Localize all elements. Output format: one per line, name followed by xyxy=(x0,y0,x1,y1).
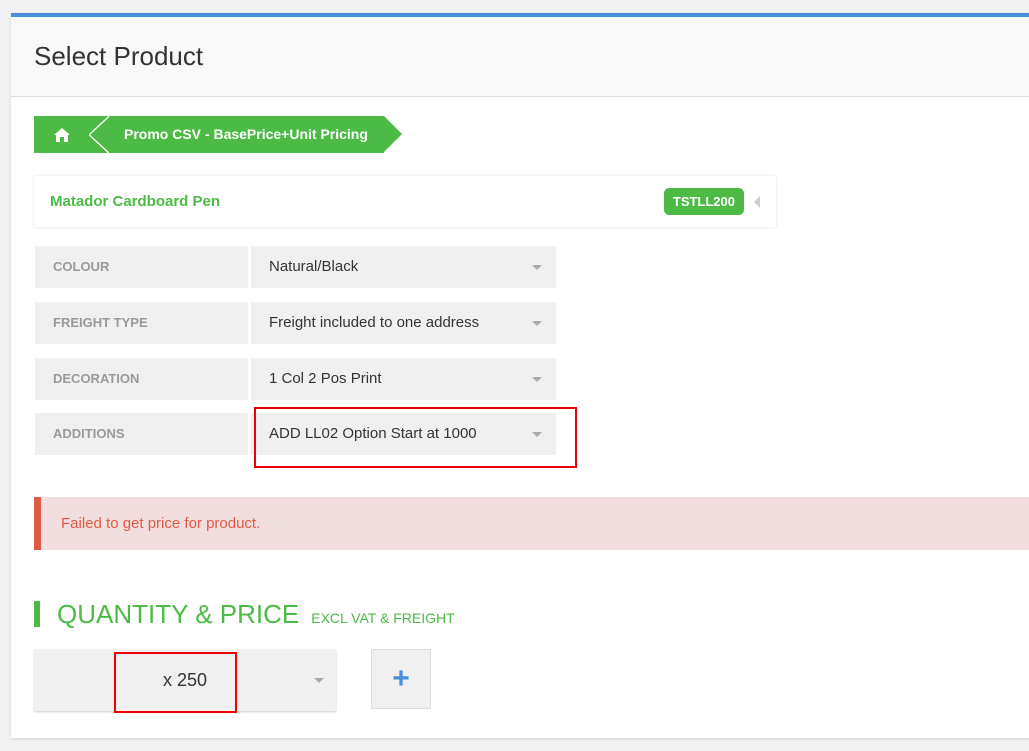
option-row-colour: COLOUR Natural/Black xyxy=(35,246,556,288)
option-row-additions: ADDITIONS ADD LL02 Option Start at 1000 xyxy=(35,413,556,455)
additions-select[interactable]: ADD LL02 Option Start at 1000 xyxy=(251,413,556,455)
option-row-freight: FREIGHT TYPE Freight included to one addr… xyxy=(35,302,556,344)
option-value: Natural/Black xyxy=(269,258,359,275)
highlight-box-quantity xyxy=(114,652,237,713)
panel-header: Select Product xyxy=(11,17,1029,97)
option-value: ADD LL02 Option Start at 1000 xyxy=(269,425,477,442)
option-value: 1 Col 2 Pos Print xyxy=(269,370,382,387)
breadcrumb-category[interactable]: Promo CSV - BasePrice+Unit Pricing xyxy=(89,116,402,153)
error-alert: Failed to get price for product. xyxy=(34,497,1029,550)
product-card: Matador Cardboard Pen TSTLL200 xyxy=(34,176,776,227)
collapse-caret-icon[interactable] xyxy=(754,195,760,208)
chevron-down-icon xyxy=(532,432,542,437)
quantity-select[interactable]: x 250 xyxy=(34,649,336,711)
option-label: FREIGHT TYPE xyxy=(35,302,248,344)
option-row-decoration: DECORATION 1 Col 2 Pos Print xyxy=(35,358,556,400)
add-quantity-button[interactable]: + xyxy=(371,649,431,709)
highlight-box-additions xyxy=(254,407,577,468)
quantity-section-heading: QUANTITY & PRICE EXCL VAT & FREIGHT xyxy=(34,601,455,627)
quantity-title: QUANTITY & PRICE xyxy=(57,599,300,629)
option-label: ADDITIONS xyxy=(35,413,248,455)
chevron-down-icon xyxy=(532,321,542,326)
product-code-badge: TSTLL200 xyxy=(663,188,744,215)
breadcrumb: Promo CSV - BasePrice+Unit Pricing xyxy=(34,116,402,153)
quantity-value: x 250 xyxy=(162,670,208,690)
select-product-panel: Select Product Promo CSV - BasePrice+Uni… xyxy=(11,13,1029,738)
quantity-subtitle: EXCL VAT & FREIGHT xyxy=(311,610,455,626)
page-title: Select Product xyxy=(34,41,204,71)
option-value: Freight included to one address xyxy=(269,314,480,331)
chevron-down-icon xyxy=(532,377,542,382)
freight-type-select[interactable]: Freight included to one address xyxy=(251,302,556,344)
option-label: DECORATION xyxy=(35,358,248,400)
chevron-down-icon xyxy=(314,678,324,683)
decoration-select[interactable]: 1 Col 2 Pos Print xyxy=(251,358,556,400)
product-name: Matador Cardboard Pen xyxy=(50,193,221,210)
option-label: COLOUR xyxy=(35,246,248,288)
home-icon xyxy=(53,127,70,142)
chevron-down-icon xyxy=(532,265,542,270)
colour-select[interactable]: Natural/Black xyxy=(251,246,556,288)
breadcrumb-home[interactable] xyxy=(34,116,89,153)
